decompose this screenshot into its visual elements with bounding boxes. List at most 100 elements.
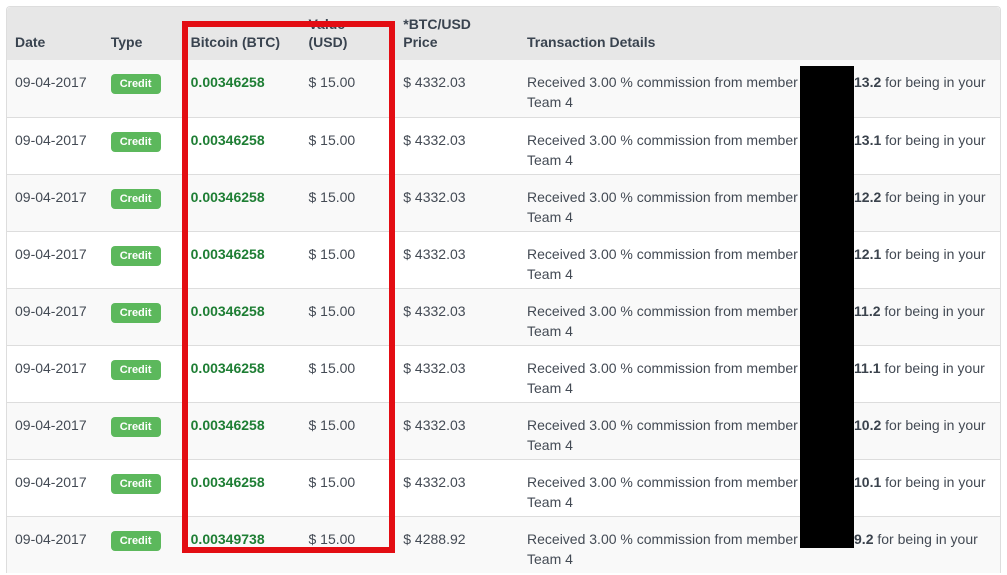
date-cell: 09-04-2017 (15, 74, 87, 90)
details-team-line: Team 4 (527, 551, 573, 567)
member-id-suffix: 12.1 (854, 246, 882, 262)
transaction-row: 09-04-2017 Credit 0.00346258 $ 15.00 $ 4… (7, 60, 1000, 117)
btc-amount-cell: 0.00346258 (182, 345, 301, 402)
details-cell: Received 3.00 % commission from member 9.… (519, 516, 1000, 573)
btc-usd-price-cell: $ 4332.03 (395, 174, 520, 231)
type-cell: Credit (102, 345, 183, 402)
member-id-suffix: 13.2 (854, 74, 882, 90)
btc-usd-price-cell: $ 4332.03 (395, 117, 520, 174)
transaction-row: 09-04-2017 Credit 0.00346258 $ 15.00 $ 4… (7, 345, 1000, 402)
details-text: Received 3.00 % commission from member (527, 303, 798, 319)
date-cell: 09-04-2017 (7, 402, 103, 459)
btc-amount-cell: 0.00346258 (182, 402, 301, 459)
date-cell: 09-04-2017 (7, 231, 103, 288)
member-id-suffix: 11.1 (854, 360, 881, 376)
col-header-price-line1: *BTC/USD (403, 16, 471, 32)
credit-badge: Credit (110, 74, 161, 94)
credit-badge: Credit (110, 474, 161, 494)
usd-value-cell: $ 15.00 (300, 516, 396, 573)
credit-badge: Credit (110, 360, 161, 380)
btc-amount: 0.00346258 (190, 189, 265, 205)
btc-amount: 0.00346258 (190, 74, 265, 90)
details-text-suffix: for being in your (881, 74, 986, 90)
type-cell: Credit (103, 60, 183, 117)
details-team-line: Team 4 (527, 266, 573, 282)
btc-amount-cell: 0.00349738 (182, 516, 301, 573)
details-team-line: Team 4 (527, 380, 573, 396)
credit-badge: Credit (110, 303, 161, 323)
date-cell: 09-04-2017 (7, 117, 103, 174)
btc-amount-cell: 0.00346258 (182, 117, 301, 174)
col-header-bitcoin: Bitcoin (BTC) (182, 7, 301, 60)
type-cell: Credit (102, 459, 183, 516)
details-team-line: Team 4 (527, 323, 573, 339)
details-text: Received 3.00 % commission from member (527, 74, 798, 90)
btc-amount: 0.00349738 (190, 531, 265, 547)
redacted-member-name (800, 244, 854, 245)
transaction-row: 09-04-2017 Credit 0.00349738 $ 15.00 $ 4… (7, 516, 1000, 573)
details-cell: Received 3.00 % commission from member 13… (519, 117, 1000, 174)
type-cell: Credit (102, 174, 183, 231)
usd-value-cell: $ 15.00 (308, 74, 356, 90)
transactions-table: Date Type Bitcoin (BTC) Value (USD) *BTC… (6, 6, 1001, 573)
btc-usd-price-cell: $ 4332.03 (395, 345, 520, 402)
redacted-member-name (800, 415, 854, 416)
date-cell: 09-04-2017 (7, 345, 103, 402)
details-text-suffix: for being in your (881, 474, 986, 490)
member-id-suffix: 10.2 (854, 417, 882, 433)
usd-value-cell: $ 15.00 (300, 288, 396, 345)
details-text: Received 3.00 % commission from member (527, 417, 798, 433)
details-text: Received 3.00 % commission from member (527, 189, 798, 205)
details-team-line: Team 4 (527, 437, 573, 453)
transaction-row: 09-04-2017 Credit 0.00346258 $ 15.00 $ 4… (7, 459, 1000, 516)
col-header-date: Date (7, 7, 103, 60)
date-cell: 09-04-2017 (7, 516, 103, 573)
details-cell: Received 3.00 % commission from member 12… (519, 174, 1000, 231)
details-team-line: Team 4 (527, 209, 573, 225)
usd-value-cell: $ 15.00 (300, 117, 396, 174)
btc-usd-price-cell: $ 4332.03 (395, 459, 520, 516)
btc-amount-cell: 0.00346258 (182, 231, 301, 288)
type-cell: Credit (102, 231, 183, 288)
btc-amount: 0.00346258 (190, 246, 265, 262)
details-text: Received 3.00 % commission from member (527, 132, 798, 148)
usd-value-cell: $ 15.00 (300, 174, 396, 231)
btc-usd-price-cell: $ 4332.03 (403, 74, 466, 90)
member-id-suffix: 12.2 (854, 189, 882, 205)
transaction-row: 09-04-2017 Credit 0.00346258 $ 15.00 $ 4… (7, 231, 1000, 288)
details-text-suffix: for being in your (880, 360, 985, 376)
details-cell: Received 3.00 % commission from member 11… (519, 288, 1000, 345)
btc-amount-cell: 0.00346258 (183, 60, 301, 117)
details-cell: Received 3.00 % commission from member 10… (519, 459, 1000, 516)
transaction-row: 09-04-2017 Credit 0.00346258 $ 15.00 $ 4… (7, 288, 1000, 345)
member-id-suffix: 11.2 (854, 303, 881, 319)
col-header-price: *BTC/USD Price (395, 7, 520, 60)
btc-amount: 0.00346258 (190, 360, 265, 376)
date-cell: 09-04-2017 (7, 288, 103, 345)
member-id-suffix: 13.1 (854, 132, 882, 148)
btc-amount: 0.00346258 (190, 303, 265, 319)
redacted-member-name (800, 358, 854, 359)
transaction-row: 09-04-2017 Credit 0.00346258 $ 15.00 $ 4… (7, 402, 1000, 459)
btc-usd-price-cell: $ 4288.92 (395, 516, 520, 573)
details-cell: Received 3.00 % commission from member 11… (519, 345, 1000, 402)
redacted-member-name (800, 72, 854, 73)
transaction-row: 09-04-2017 Credit 0.00346258 $ 15.00 $ 4… (7, 117, 1000, 174)
type-cell: Credit (102, 516, 183, 573)
details-text-suffix: for being in your (881, 417, 986, 433)
type-cell: Credit (102, 117, 183, 174)
details-text: Received 3.00 % commission from member (527, 474, 798, 490)
btc-amount: 0.00346258 (190, 474, 265, 490)
btc-amount-cell: 0.00346258 (182, 288, 301, 345)
details-team-line: Team 4 (527, 94, 573, 110)
details-text: Received 3.00 % commission from member (527, 360, 798, 376)
details-text-suffix: for being in your (881, 189, 986, 205)
usd-value-cell: $ 15.00 (300, 459, 396, 516)
type-cell: Credit (102, 288, 183, 345)
redacted-member-name (800, 130, 854, 131)
credit-badge: Credit (110, 189, 161, 209)
type-cell: Credit (102, 402, 183, 459)
btc-amount: 0.00346258 (190, 132, 265, 148)
redacted-member-name (800, 472, 854, 473)
